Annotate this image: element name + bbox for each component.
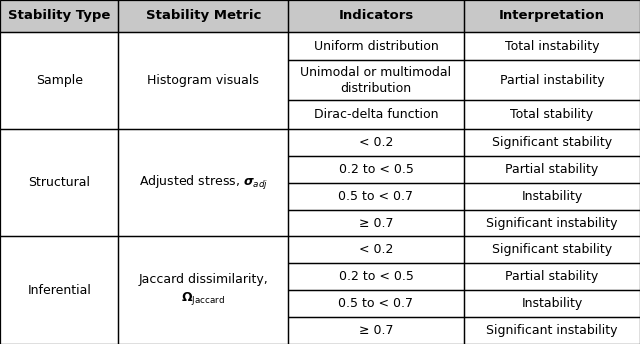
Bar <box>288 129 464 156</box>
Text: 0.5 to < 0.7: 0.5 to < 0.7 <box>339 190 413 203</box>
Text: Dirac-delta function: Dirac-delta function <box>314 108 438 121</box>
Bar <box>288 156 464 183</box>
Text: Instability: Instability <box>522 190 582 203</box>
Bar <box>288 183 464 209</box>
Text: Instability: Instability <box>522 297 582 310</box>
Bar <box>288 236 464 264</box>
Bar <box>118 0 288 32</box>
Text: Inferential: Inferential <box>28 284 91 297</box>
Bar <box>464 0 640 32</box>
Bar <box>288 317 464 344</box>
Bar <box>0 0 118 32</box>
Bar <box>288 0 464 32</box>
Bar <box>464 32 640 61</box>
Text: Significant instability: Significant instability <box>486 216 618 229</box>
Bar <box>464 290 640 317</box>
Bar <box>288 61 464 100</box>
Bar <box>0 236 118 344</box>
Text: Stability Metric: Stability Metric <box>145 9 261 22</box>
Bar <box>118 236 288 344</box>
Text: ≥ 0.7: ≥ 0.7 <box>359 216 393 229</box>
Text: Interpretation: Interpretation <box>499 9 605 22</box>
Bar <box>288 290 464 317</box>
Text: ≥ 0.7: ≥ 0.7 <box>359 324 393 337</box>
Bar <box>288 0 464 32</box>
Text: Jaccard dissimilarity,
$\boldsymbol{\Omega}_{\mathrm{Jaccard}}$: Jaccard dissimilarity, $\boldsymbol{\Ome… <box>138 273 268 307</box>
Text: Histogram visuals: Histogram visuals <box>147 74 259 87</box>
Text: Total instability: Total instability <box>505 40 599 53</box>
Bar <box>288 264 464 290</box>
Text: Indicators: Indicators <box>339 9 413 22</box>
Text: Significant stability: Significant stability <box>492 136 612 149</box>
Bar <box>464 183 640 209</box>
Bar <box>464 0 640 32</box>
Bar <box>464 209 640 236</box>
Bar <box>464 100 640 129</box>
Bar <box>288 32 464 61</box>
Bar <box>288 100 464 129</box>
Text: 0.2 to < 0.5: 0.2 to < 0.5 <box>339 270 413 283</box>
Text: 0.5 to < 0.7: 0.5 to < 0.7 <box>339 297 413 310</box>
Text: Significant stability: Significant stability <box>492 244 612 256</box>
Bar <box>118 129 288 236</box>
Text: Adjusted stress, $\boldsymbol{\sigma}_{adj}$: Adjusted stress, $\boldsymbol{\sigma}_{a… <box>138 174 268 192</box>
Bar <box>0 32 118 129</box>
Text: Total stability: Total stability <box>511 108 593 121</box>
Bar <box>464 317 640 344</box>
Bar <box>0 129 118 236</box>
Text: Partial stability: Partial stability <box>506 270 598 283</box>
Text: Uniform distribution: Uniform distribution <box>314 40 438 53</box>
Text: < 0.2: < 0.2 <box>359 136 393 149</box>
Text: Sample: Sample <box>36 74 83 87</box>
Text: 0.2 to < 0.5: 0.2 to < 0.5 <box>339 163 413 176</box>
Bar <box>118 32 288 129</box>
Text: Stability Type: Stability Type <box>8 9 110 22</box>
Bar <box>464 236 640 264</box>
Bar <box>118 0 288 32</box>
Bar <box>464 156 640 183</box>
Text: Significant instability: Significant instability <box>486 324 618 337</box>
Text: < 0.2: < 0.2 <box>359 244 393 256</box>
Bar <box>464 264 640 290</box>
Bar <box>464 129 640 156</box>
Bar <box>464 61 640 100</box>
Bar <box>0 0 118 32</box>
Bar <box>288 209 464 236</box>
Text: Unimodal or multimodal
distribution: Unimodal or multimodal distribution <box>300 65 452 95</box>
Text: Structural: Structural <box>28 176 90 189</box>
Text: Partial instability: Partial instability <box>500 74 604 87</box>
Text: Partial stability: Partial stability <box>506 163 598 176</box>
